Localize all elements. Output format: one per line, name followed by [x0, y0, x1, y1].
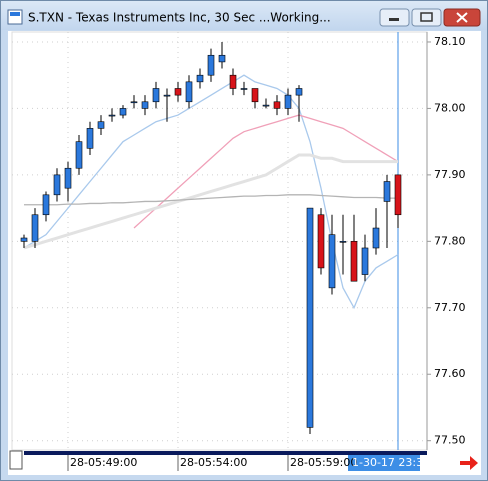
candle-body	[218, 54, 226, 63]
candle-body	[394, 174, 402, 216]
candle-body	[53, 174, 61, 196]
candle-body	[42, 194, 50, 216]
candle-body	[64, 167, 72, 189]
x-tick-label: 28-05:49:00	[70, 456, 137, 469]
candle-body	[75, 141, 83, 169]
candle-body	[130, 101, 138, 104]
candle-body	[306, 207, 314, 428]
candle-body	[251, 88, 259, 103]
candle-body	[361, 247, 369, 275]
candle-body	[119, 108, 127, 116]
cursor-label: 1-30-17 23:34:00	[352, 456, 448, 469]
moving-average	[133, 114, 399, 229]
candle-body	[207, 54, 215, 76]
moving-average	[24, 194, 398, 206]
candle-body	[31, 214, 39, 242]
close-icon	[456, 12, 468, 23]
candle-body	[163, 94, 171, 97]
candle-body	[108, 114, 116, 117]
scroll-bar	[24, 451, 427, 455]
y-tick-label: 77.80	[434, 234, 466, 247]
candle-body	[152, 88, 160, 103]
scroll-right-arrow[interactable]	[460, 456, 478, 470]
scroll-thumb[interactable]	[9, 450, 23, 470]
candle-body	[97, 121, 105, 129]
candle-body	[229, 74, 237, 89]
candle-body	[372, 227, 380, 249]
candle-body	[262, 104, 270, 107]
cursor-label-bg	[348, 455, 420, 471]
candle-body	[20, 237, 28, 242]
maximize-button[interactable]	[411, 8, 442, 27]
minimize-icon	[389, 18, 399, 21]
candle-body	[317, 214, 325, 269]
moving-average	[23, 74, 399, 310]
x-tick-label: 28-05:59:00	[290, 456, 357, 469]
candle-body	[196, 74, 204, 83]
x-tick-label: 28-05:54:00	[180, 456, 247, 469]
window-title: S.TXN - Texas Instruments Inc, 30 Sec ..…	[28, 11, 331, 25]
y-tick-label: 78.00	[434, 101, 466, 114]
maximize-icon	[420, 12, 433, 22]
candle-body	[185, 81, 193, 103]
candle-body	[295, 88, 303, 96]
y-tick-label: 77.50	[434, 434, 466, 447]
candle-body	[174, 88, 182, 96]
y-tick-label: 78.10	[434, 35, 466, 48]
moving-average	[23, 153, 398, 250]
candle-body	[240, 88, 248, 90]
candle-body	[284, 94, 292, 109]
candle-body	[86, 128, 94, 149]
window-icon-bar	[10, 12, 20, 16]
candle-body	[328, 234, 336, 289]
y-tick-label: 77.90	[434, 168, 466, 181]
candle-body	[383, 181, 391, 202]
y-tick-label: 77.60	[434, 367, 466, 380]
candle-body	[339, 241, 347, 243]
candle-body	[273, 101, 281, 109]
minimize-button[interactable]	[379, 8, 410, 27]
candle-body	[350, 241, 358, 282]
candle-body	[141, 101, 149, 109]
y-tick-label: 77.70	[434, 301, 466, 314]
